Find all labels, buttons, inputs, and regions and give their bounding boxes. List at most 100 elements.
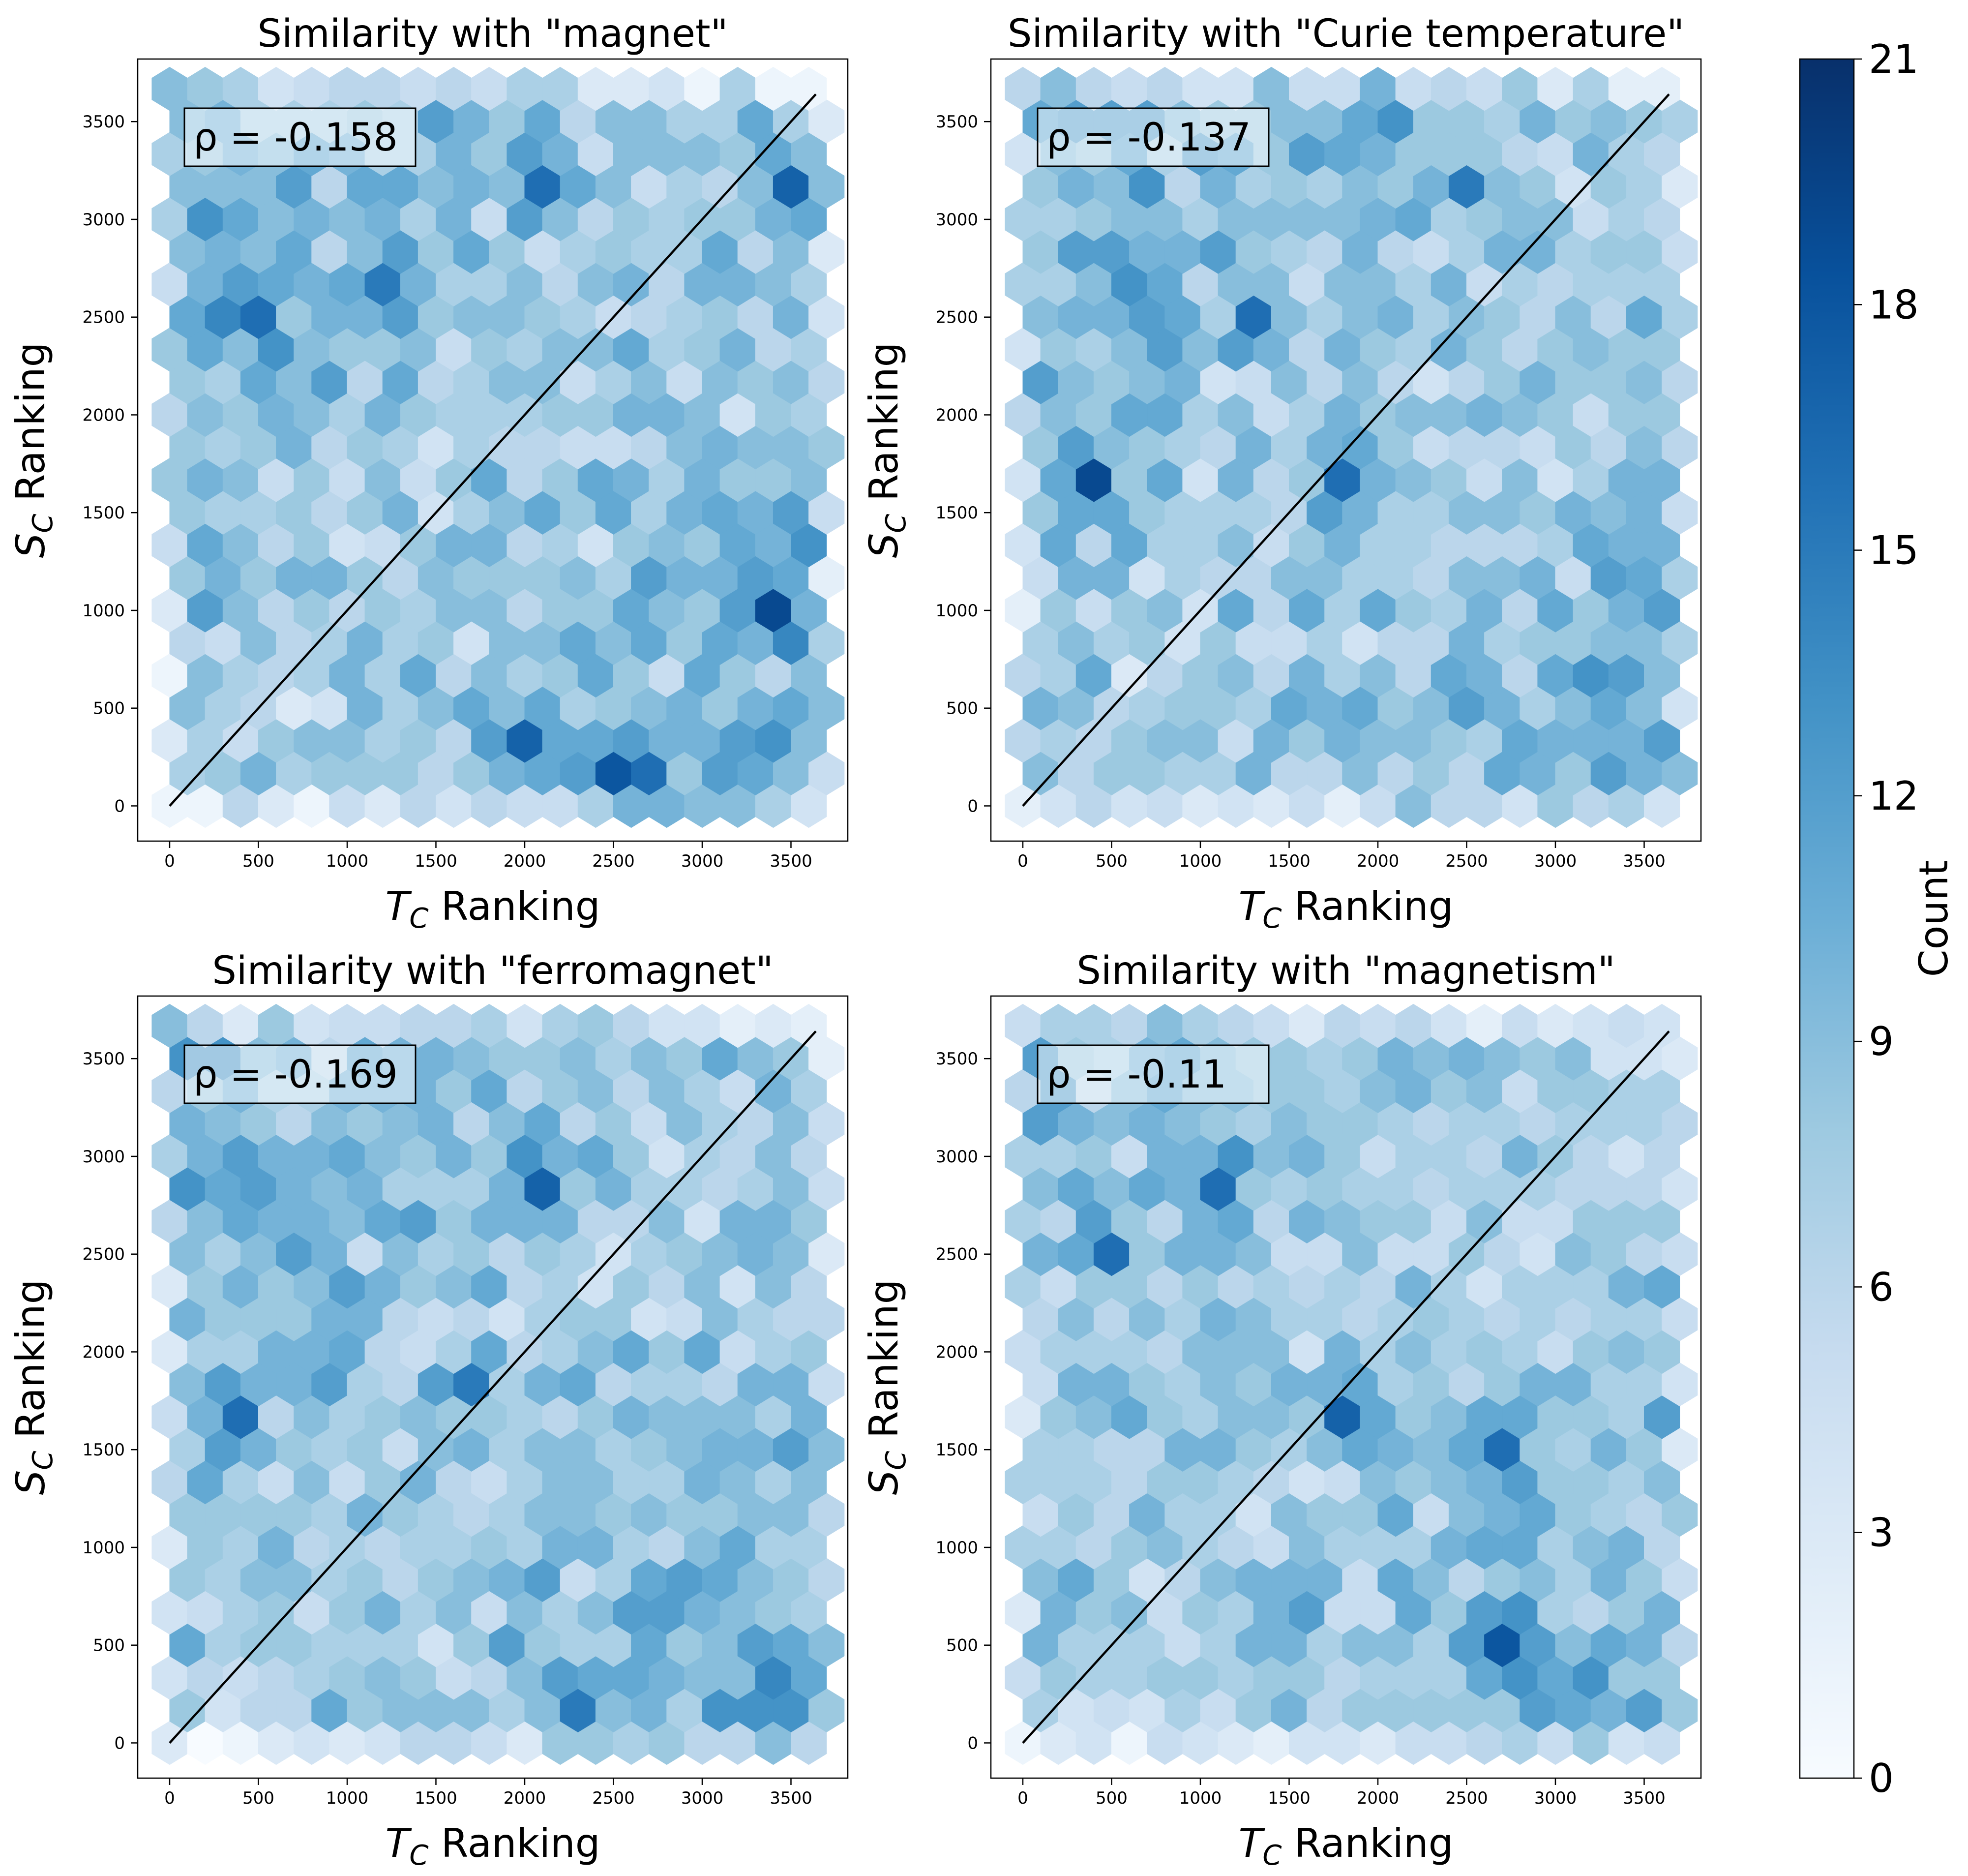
rho-box	[183, 107, 417, 167]
colorbar-gradient	[1799, 58, 1855, 1779]
hexbin-cells	[1005, 1003, 1698, 1765]
x-tick-label: 3500	[770, 851, 812, 871]
axes-frame	[990, 58, 1702, 842]
x-axis-label: TC Ranking	[385, 1820, 600, 1872]
x-tick-label: 3500	[770, 1788, 812, 1808]
y-tick-label: 3000	[82, 210, 125, 230]
y-axis-label: SC Ranking	[8, 342, 59, 558]
colorbar-tick-label: 0	[1869, 1755, 1894, 1801]
y-tick-label: 1000	[935, 601, 978, 621]
hexbin-cells	[151, 66, 845, 828]
y-tick-label: 0	[967, 1733, 978, 1753]
x-tick-label: 0	[1017, 1788, 1028, 1808]
x-tick-label: 0	[1017, 851, 1028, 871]
subplot-title: Similarity with "Curie temperature"	[1008, 12, 1684, 56]
x-tick-label: 500	[1096, 1788, 1128, 1808]
subplots: 0 500 1000 1500 2000 2500 3000 3500 0 500 1000 1500…	[8, 12, 1702, 1872]
hex-cell	[791, 66, 827, 111]
x-tick-label: 1500	[415, 851, 457, 871]
colorbar-tick-label: 15	[1869, 528, 1919, 574]
x-tick-label: 2000	[504, 1788, 546, 1808]
y-tick-label: 500	[946, 699, 978, 719]
y-tick-label: 1000	[82, 601, 125, 621]
identity-line	[169, 93, 817, 807]
hex-cell	[791, 1003, 827, 1048]
y-tick-label: 3000	[935, 210, 978, 230]
subplot-title: Similarity with "magnetism"	[1076, 949, 1615, 993]
y-tick-label: 2000	[935, 1342, 978, 1362]
y-tick-label: 3500	[82, 112, 125, 132]
rho-annotation: ρ = -0.11	[1046, 1053, 1226, 1097]
y-tick-label: 500	[93, 699, 125, 719]
x-axis-label: TC Ranking	[385, 883, 600, 935]
y-tick-label: 500	[946, 1636, 978, 1656]
colorbar-tick-label: 6	[1869, 1264, 1894, 1310]
y-tick-label: 0	[114, 796, 125, 816]
x-tick-label: 1500	[1268, 1788, 1311, 1808]
subplot-1: 0 500 1000 1500 2000 2500 3000 3500 0 500 1000 1500…	[8, 12, 849, 935]
x-tick-label: 2500	[592, 851, 635, 871]
x-tick-label: 1500	[415, 1788, 457, 1808]
y-tick-label: 3000	[82, 1147, 125, 1167]
y-tick-label: 2000	[82, 1342, 125, 1362]
y-axis-label: SC Ranking	[861, 1279, 912, 1495]
identity-line	[1022, 1030, 1670, 1744]
y-axis-label: SC Ranking	[861, 342, 912, 558]
x-tick-label: 3500	[1623, 1788, 1666, 1808]
y-tick-label: 3500	[935, 112, 978, 132]
y-tick-label: 0	[114, 1733, 125, 1753]
rho-box	[183, 1044, 417, 1104]
y-tick-label: 2500	[935, 308, 978, 328]
rho-box	[1037, 107, 1270, 167]
subplot-4: 0 500 1000 1500 2000 2500 3000 3500 0 500 1000 1500…	[861, 949, 1702, 1872]
rho-annotation: ρ = -0.137	[1046, 116, 1251, 160]
x-tick-label: 2000	[1357, 851, 1400, 871]
x-tick-label: 0	[164, 851, 175, 871]
x-tick-label: 2500	[1445, 851, 1488, 871]
hexbin-cells	[1005, 66, 1698, 828]
rho-annotation: ρ = -0.169	[193, 1053, 398, 1097]
y-tick-label: 500	[93, 1636, 125, 1656]
colorbar-tick-label: 21	[1869, 36, 1919, 82]
axes-frame	[990, 995, 1702, 1779]
y-axis-label: SC Ranking	[8, 1279, 59, 1495]
hexbin-cells	[151, 1003, 845, 1765]
x-tick-label: 2500	[592, 1788, 635, 1808]
subplot-3: 0 500 1000 1500 2000 2500 3000 3500 0 500 1000 1500…	[8, 949, 849, 1872]
x-tick-label: 1000	[1179, 851, 1222, 871]
x-tick-label: 1000	[326, 1788, 369, 1808]
identity-line	[169, 1030, 817, 1744]
axes-frame	[137, 995, 849, 1779]
x-tick-label: 1000	[1179, 1788, 1222, 1808]
colorbar: 0 3 6 9 12 15 18 21 Count	[1799, 36, 1957, 1801]
y-tick-label: 2000	[82, 405, 125, 425]
identity-line	[1022, 93, 1670, 807]
x-tick-label: 2000	[504, 851, 546, 871]
x-tick-label: 1500	[1268, 851, 1311, 871]
y-tick-label: 2500	[82, 308, 125, 328]
y-tick-label: 1000	[82, 1538, 125, 1558]
y-tick-label: 2500	[935, 1245, 978, 1265]
hex-cell	[1644, 1003, 1680, 1048]
subplot-title: Similarity with "ferromagnet"	[212, 949, 773, 993]
y-tick-label: 3500	[82, 1049, 125, 1069]
x-tick-label: 500	[242, 851, 274, 871]
y-tick-label: 2000	[935, 405, 978, 425]
x-axis-label: TC Ranking	[1238, 1820, 1453, 1872]
y-tick-label: 1000	[935, 1538, 978, 1558]
y-tick-label: 0	[967, 796, 978, 816]
y-tick-label: 1500	[82, 503, 125, 523]
x-tick-label: 3000	[1534, 1788, 1577, 1808]
colorbar-tick-label: 18	[1869, 282, 1919, 328]
x-tick-label: 0	[164, 1788, 175, 1808]
x-tick-label: 2000	[1357, 1788, 1400, 1808]
y-tick-label: 3500	[935, 1049, 978, 1069]
x-tick-label: 500	[242, 1788, 274, 1808]
subplot-2: 0 500 1000 1500 2000 2500 3000 3500 0 500 1000 1500…	[861, 12, 1702, 935]
subplot-title: Similarity with "magnet"	[258, 12, 728, 56]
colorbar-tick-label: 3	[1869, 1510, 1894, 1556]
axes-frame	[137, 58, 849, 842]
x-tick-label: 3000	[681, 851, 724, 871]
x-tick-label: 3000	[1534, 851, 1577, 871]
x-tick-label: 2500	[1445, 1788, 1488, 1808]
